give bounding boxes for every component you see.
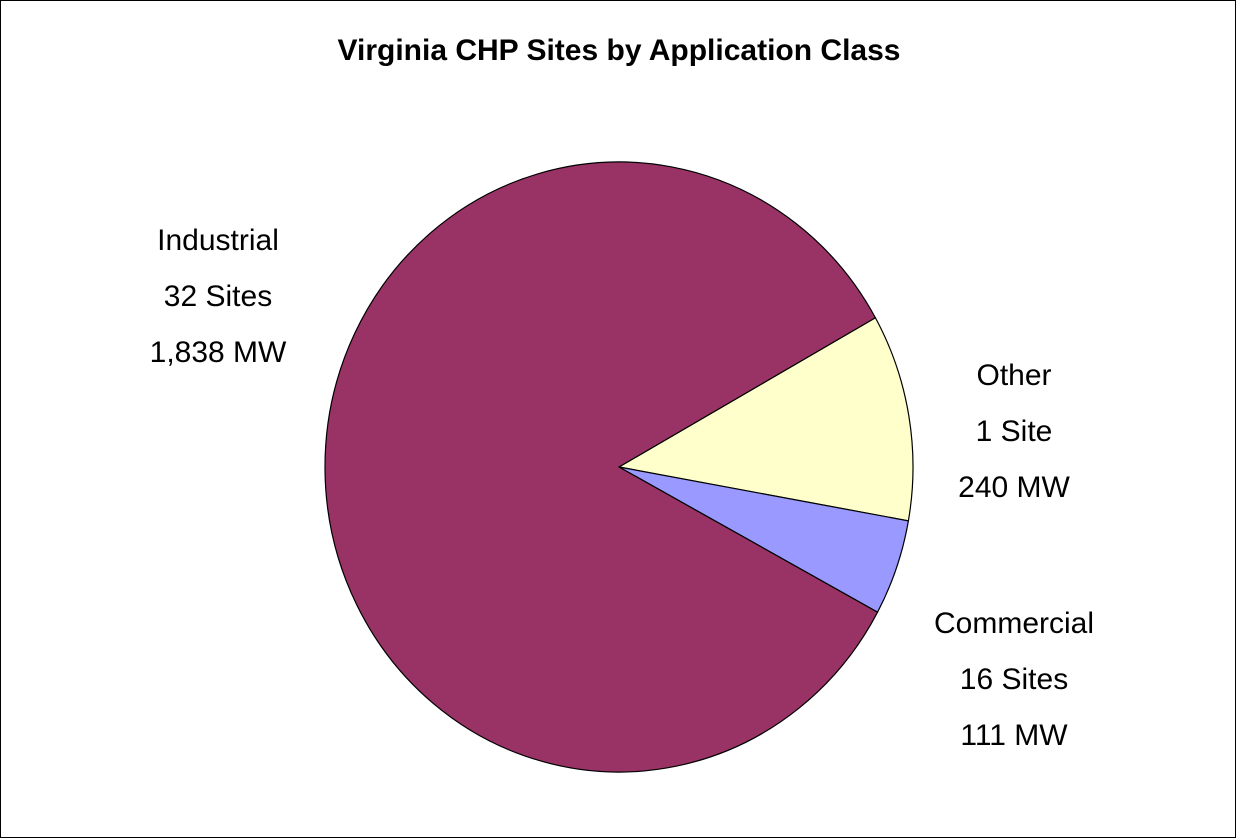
slice-label: Other bbox=[976, 359, 1051, 392]
site-count-label: 1 Site bbox=[976, 415, 1053, 448]
value-label: 1,838 MW bbox=[150, 336, 287, 369]
pie-slice bbox=[324, 161, 879, 773]
value-label: 240 MW bbox=[958, 471, 1070, 504]
pie-slice bbox=[617, 316, 914, 522]
value-label: 111 MW bbox=[960, 719, 1068, 752]
site-count-label: 16 Sites bbox=[960, 663, 1068, 696]
slice-label: Industrial bbox=[157, 224, 279, 257]
site-count-label: 32 Sites bbox=[164, 280, 272, 313]
slice-label: Commercial bbox=[934, 607, 1094, 640]
chart-title: Virginia CHP Sites by Application Class bbox=[338, 34, 901, 67]
